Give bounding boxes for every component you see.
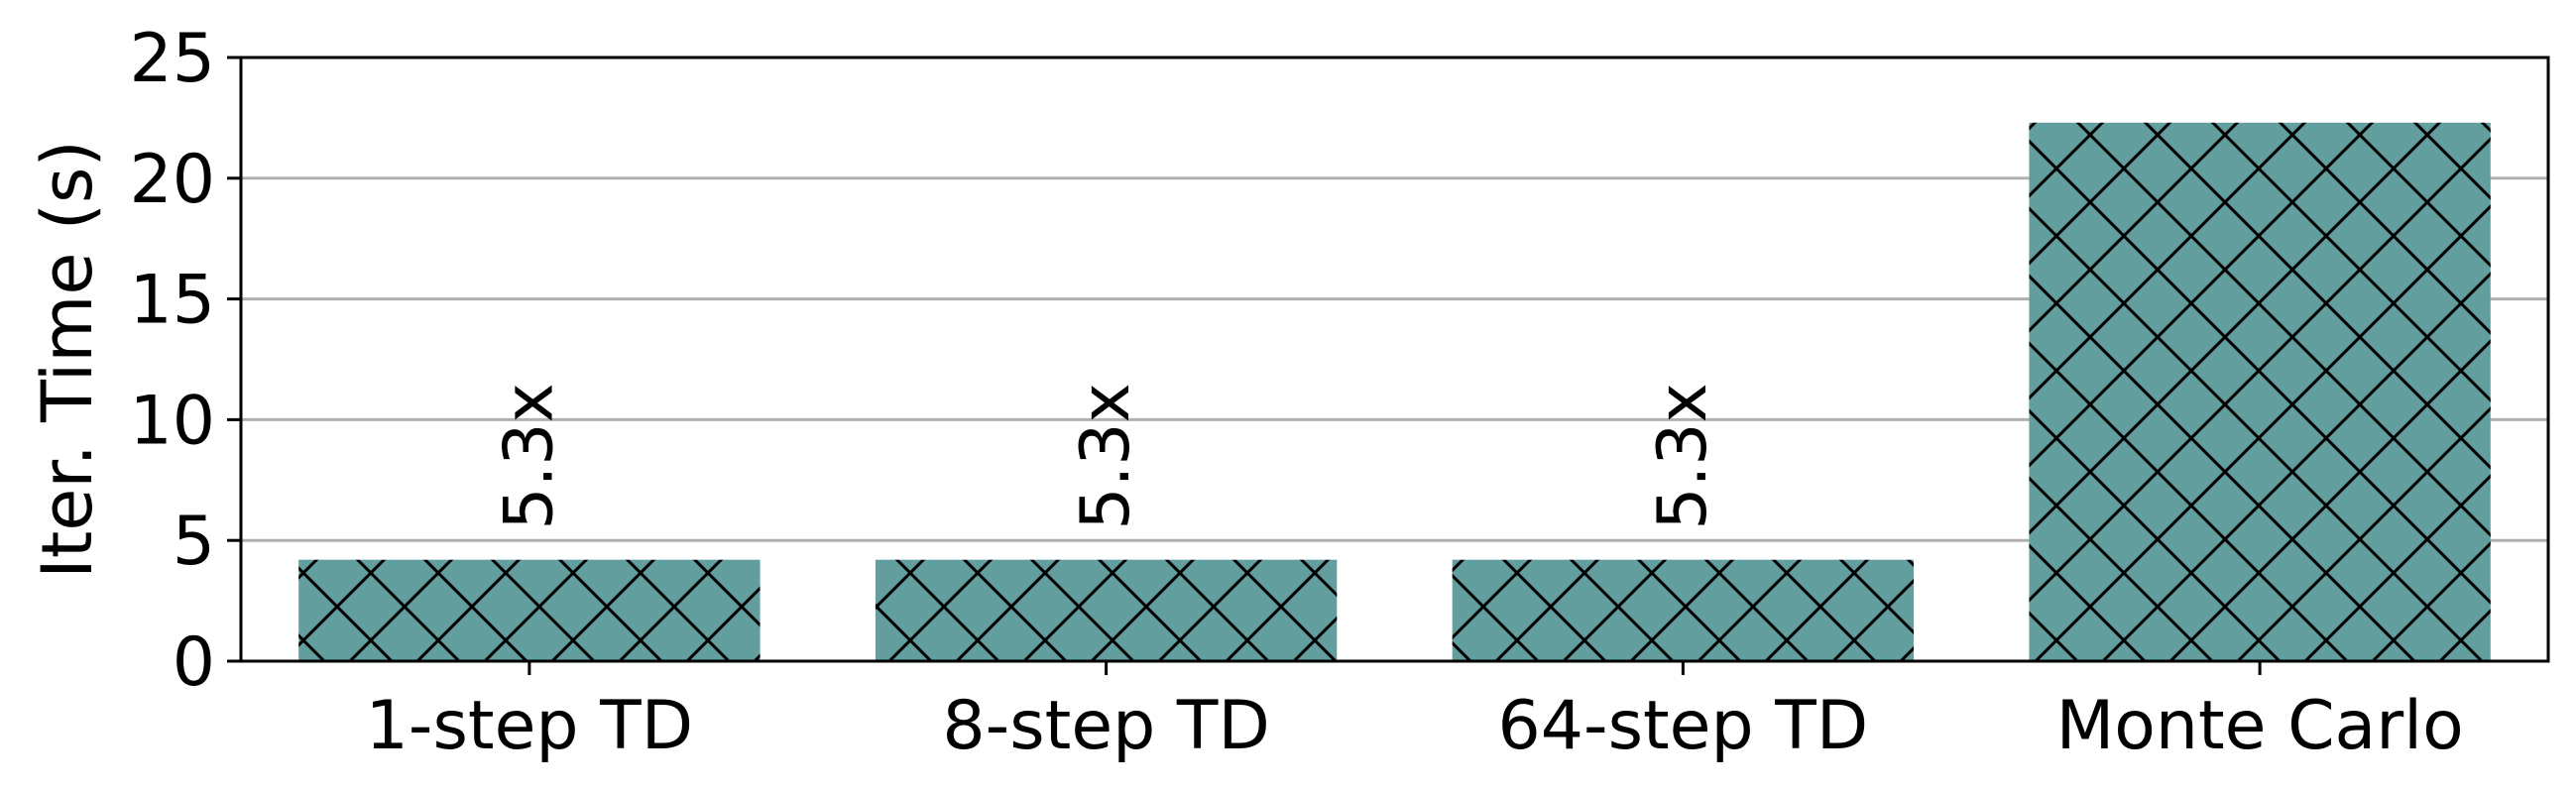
plot-frame: [239, 56, 2550, 663]
x-axis: 1-step TD 8-step TD 64-step TD Monte Carlo: [366, 661, 2464, 765]
bars: [298, 122, 2491, 662]
x-tick-label: 64-step TD: [1498, 687, 1869, 765]
y-tick-label: 0: [173, 623, 215, 702]
y-tick-label: 5: [173, 503, 215, 581]
bar-64-step-td: [1452, 559, 1915, 661]
y-axis-label: Iter. Time (s): [27, 140, 108, 579]
x-tick-label: 8-step TD: [942, 687, 1269, 765]
x-tick-label: Monte Carlo: [2056, 687, 2464, 765]
bar-value-label: 5.3x: [490, 383, 568, 529]
bar-8-step-td: [875, 559, 1338, 661]
y-tick-label: 10: [129, 382, 215, 460]
y-tick-label: 25: [129, 20, 215, 98]
x-tick-label: 1-step TD: [366, 687, 693, 765]
bar-value-label: 5.3x: [1067, 383, 1145, 529]
bar-monte-carlo: [2029, 122, 2491, 662]
bar-value-labels: 5.3x 5.3x 5.3x: [490, 383, 1722, 529]
y-axis: 0 5 10 15 20 25: [129, 20, 241, 702]
bar-1-step-td: [298, 559, 761, 661]
y-tick-label: 20: [129, 141, 215, 219]
bar-value-label: 5.3x: [1644, 383, 1722, 529]
y-tick-label: 15: [129, 262, 215, 340]
